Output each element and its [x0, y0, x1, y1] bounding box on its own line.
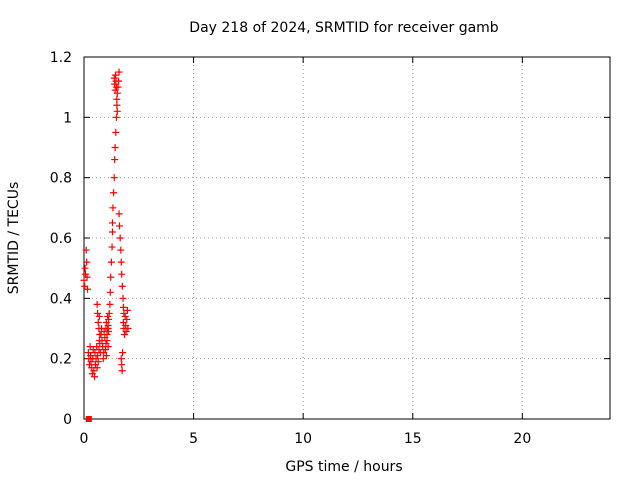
data-point — [119, 303, 127, 311]
data-point — [94, 358, 102, 366]
data-point — [90, 367, 98, 375]
data-point — [118, 361, 126, 369]
data-point — [108, 219, 116, 227]
data-point — [95, 312, 103, 320]
data-point — [84, 285, 92, 293]
data-point — [93, 300, 101, 308]
data-point — [118, 367, 126, 375]
data-point — [121, 312, 129, 320]
data-point — [116, 222, 124, 230]
data-point — [117, 355, 125, 363]
x-tick-label: 15 — [404, 431, 422, 447]
data-point — [106, 288, 114, 296]
data-point — [104, 325, 112, 332]
data-point — [105, 309, 113, 317]
data-point — [112, 83, 120, 91]
x-tick-label: 20 — [513, 431, 531, 447]
x-axis-label: GPS time / hours — [285, 459, 402, 475]
y-tick-label: 0.2 — [50, 352, 72, 368]
y-axis-label: SRMTID / TECUs — [6, 182, 22, 295]
data-point — [82, 270, 90, 278]
data-point — [104, 312, 112, 320]
y-tick-label: 0.8 — [50, 171, 72, 187]
data-point — [123, 315, 131, 323]
data-point — [94, 318, 102, 326]
data-point — [124, 325, 132, 332]
tick-labels: 0 5 10 15 20 0 0.2 0.4 0.6 0.8 1 1.2 — [50, 50, 532, 447]
data-point — [97, 331, 105, 339]
data-point — [103, 337, 111, 345]
data-point — [111, 86, 119, 94]
data-point — [112, 128, 120, 136]
zero-marker — [85, 416, 92, 422]
data-point — [80, 276, 88, 284]
data-point — [120, 309, 128, 317]
data-point — [104, 343, 112, 351]
data-point — [112, 113, 120, 121]
data-point — [110, 174, 118, 182]
data-point — [121, 331, 129, 339]
data-point — [116, 234, 124, 242]
data-point — [112, 71, 120, 79]
data-point — [115, 68, 123, 76]
data-point — [106, 300, 114, 308]
y-tick-label: 1 — [63, 110, 72, 126]
y-tick-label: 1.2 — [50, 50, 72, 66]
data-point — [117, 246, 125, 254]
data-point — [118, 270, 126, 278]
y-tick-label: 0 — [63, 412, 72, 428]
data-points — [80, 68, 132, 422]
data-point — [105, 315, 113, 323]
data-point — [119, 294, 127, 302]
data-point — [103, 331, 111, 339]
data-point — [123, 306, 131, 314]
x-tick-label: 5 — [189, 431, 198, 447]
data-point — [108, 228, 116, 236]
data-point — [112, 77, 120, 85]
chart-title: Day 218 of 2024, SRMTID for receiver gam… — [189, 20, 499, 36]
data-point — [113, 107, 121, 115]
data-point — [93, 364, 101, 372]
data-point — [113, 101, 121, 109]
data-point — [83, 258, 91, 266]
x-tick-label: 0 — [80, 431, 89, 447]
data-point — [107, 258, 115, 266]
y-tick-label: 0.4 — [50, 291, 72, 307]
data-point — [110, 189, 118, 197]
data-point — [91, 373, 99, 381]
data-point — [107, 273, 115, 281]
data-point — [109, 204, 117, 212]
x-tick-label: 10 — [294, 431, 312, 447]
data-point — [81, 264, 89, 272]
data-point — [111, 144, 119, 151]
data-point — [111, 156, 119, 164]
data-point — [82, 246, 90, 254]
data-point — [83, 273, 91, 281]
data-point — [119, 349, 127, 357]
data-point — [95, 346, 103, 354]
plot-frame — [83, 56, 611, 420]
data-point — [113, 95, 121, 103]
data-point — [102, 352, 110, 360]
grid-lines — [84, 57, 610, 419]
data-point — [86, 343, 94, 351]
data-point — [99, 355, 107, 363]
axis-ticks — [83, 56, 610, 420]
data-point — [108, 243, 116, 251]
y-tick-label: 0.6 — [50, 231, 72, 247]
data-point — [118, 282, 126, 290]
data-point — [117, 258, 125, 266]
data-point — [115, 210, 123, 218]
